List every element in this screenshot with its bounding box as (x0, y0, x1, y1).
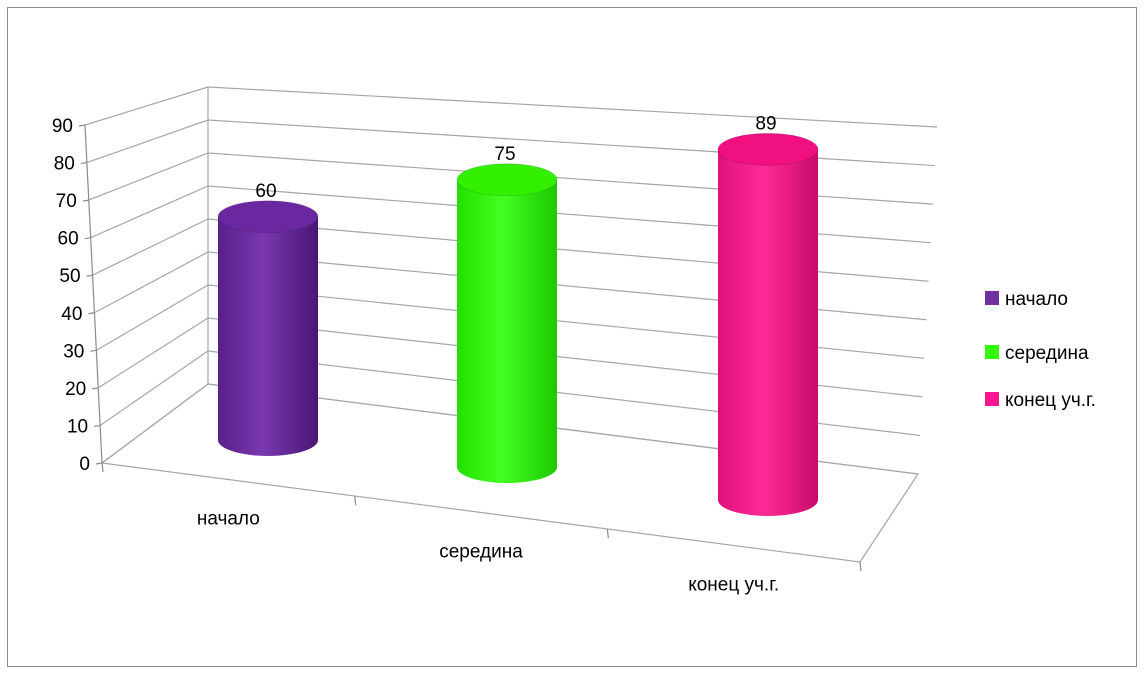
x-tick-mark (859, 561, 862, 572)
bar-top (217, 200, 319, 234)
axes (78, 87, 862, 572)
legend-swatch (985, 291, 999, 305)
data-label: 75 (494, 144, 515, 165)
legend: начало середина конец уч.г. (985, 289, 1096, 411)
x-tick-mark (354, 495, 357, 506)
chart-frame (7, 7, 1137, 667)
x-tick-mark (101, 462, 104, 473)
y-tick-mark (84, 237, 91, 240)
bar-1 (456, 163, 558, 483)
bar-top (717, 132, 819, 166)
y-tick-mark (90, 349, 97, 352)
y-tick-mark (78, 124, 86, 127)
gridline (84, 86, 938, 128)
data-label: 89 (755, 113, 776, 134)
bar-body (718, 149, 818, 516)
y-tick-label: 90 (52, 116, 73, 137)
bar-body (457, 179, 557, 483)
x-tick-mark (606, 528, 609, 539)
legend-swatch (985, 345, 999, 359)
y-tick-label: 0 (79, 454, 90, 475)
y-tick-label: 80 (54, 154, 75, 175)
y-tick-label: 60 (58, 229, 79, 250)
y-tick-mark (95, 462, 103, 465)
y-tick-mark (92, 387, 99, 390)
bar-top (456, 163, 558, 197)
x-tick-label: середина (439, 542, 523, 563)
y-tick-mark (80, 161, 87, 165)
bars (217, 132, 819, 516)
labels: 0 10 20 30 40 50 60 70 80 90 начало середина конец у… (52, 113, 779, 595)
y-tick-label: 40 (61, 304, 82, 325)
y-tick-mark (88, 312, 95, 315)
y-tick-label: 20 (65, 379, 86, 400)
bar-2 (717, 132, 819, 516)
y-tick-mark (94, 424, 101, 428)
y-tick-label: 50 (59, 266, 80, 287)
y-tick-mark (86, 274, 93, 277)
y-tick-label: 70 (56, 191, 77, 212)
x-tick-label: начало (197, 509, 260, 530)
legend-swatch (985, 392, 999, 406)
data-label: 60 (255, 181, 276, 202)
y-tick-mark (82, 199, 89, 202)
y-tick-label: 30 (63, 341, 84, 362)
y-axis-line (84, 124, 103, 464)
legend-label: конец уч.г. (1005, 390, 1096, 411)
bar-body (218, 216, 318, 456)
bar-0 (217, 200, 319, 456)
x-tick-label: конец уч.г. (688, 575, 779, 596)
legend-label: начало (1005, 289, 1068, 310)
y-tick-label: 10 (67, 416, 88, 437)
legend-label: середина (1005, 343, 1089, 364)
